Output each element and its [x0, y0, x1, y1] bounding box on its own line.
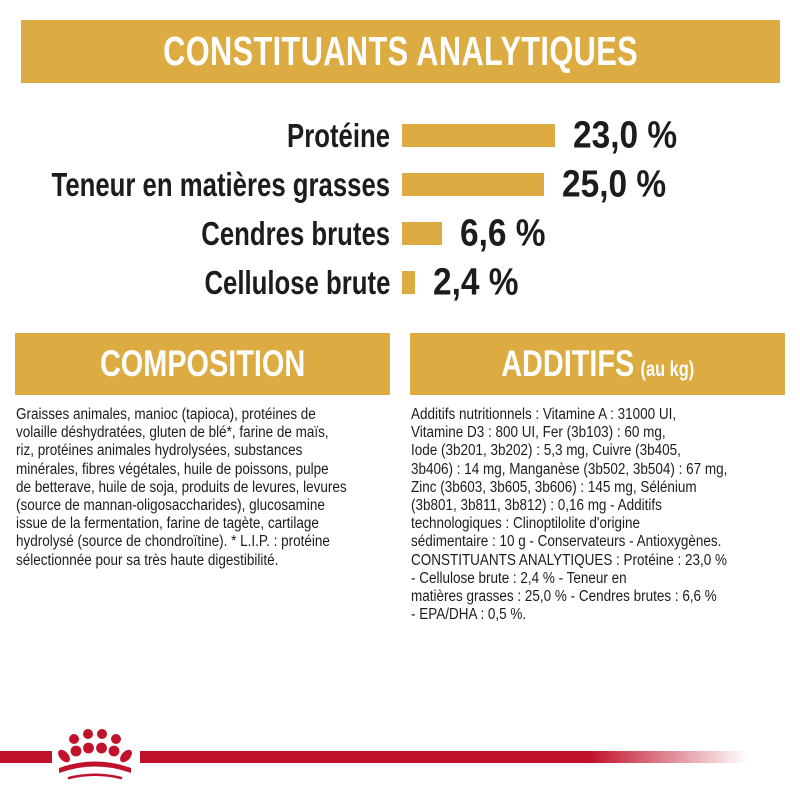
chart-category-label: Cendres brutes — [201, 214, 390, 252]
chart-row: Cendres brutes 6,6 % — [0, 209, 800, 258]
composition-text: Graisses animales, manioc (tapioca), pro… — [16, 406, 391, 570]
composition-title-text: COMPOSITION — [99, 343, 306, 384]
text-line: de betterave, huile de soja, produits de… — [16, 478, 347, 496]
crown-dot — [83, 742, 94, 754]
text-line: sélectionnée pour sa très haute digestib… — [16, 551, 279, 569]
text-line: technologiques : Clinoptilolite d'origin… — [411, 515, 640, 533]
crown-side-oval — [120, 749, 132, 763]
chart-row: Teneur en matières grasses 25,0 % — [0, 160, 800, 209]
text-line: riz, protéines animales hydrolysées, sub… — [16, 442, 303, 460]
additives-title: ADDITIFS (au kg) — [501, 343, 694, 385]
analytical-constituents-chart: Protéine 23,0 % Teneur en matières grasses… — [0, 111, 800, 307]
chart-bar — [402, 173, 544, 196]
text-line: Zinc (3b603, 3b605, 3b606) : 145 mg, Sél… — [411, 478, 697, 496]
text-line: Additifs nutritionnels : Vitamine A : 31… — [411, 406, 677, 423]
crown-dot — [69, 734, 79, 744]
crown-dot — [96, 742, 107, 754]
chart-value-label: 23,0 % — [573, 114, 678, 156]
chart-category-label: Cellulose brute — [204, 263, 390, 301]
composition-banner: COMPOSITION — [15, 333, 390, 395]
analytical-constituents-title: CONSTITUANTS ANALYTIQUES — [163, 28, 638, 74]
additives-text: Additifs nutritionnels : Vitamine A : 31… — [411, 406, 785, 624]
text-line: - EPA/DHA : 0,5 %. — [411, 606, 527, 624]
crown-dot — [111, 734, 121, 744]
text-line: Vitamine D3 : 800 UI, Fer (3b103) : 60 m… — [411, 424, 666, 442]
chart-bar — [402, 222, 442, 245]
crown-dot — [97, 729, 107, 739]
crown-dot — [70, 745, 82, 757]
royal-canin-crown-paw-logo — [58, 729, 132, 780]
footer-red-bar-left — [0, 751, 52, 763]
chart-row: Protéine 23,0 % — [0, 111, 800, 160]
chart-value-label: 25,0 % — [562, 163, 667, 205]
text-line: minérales, fibres végétales, huile de po… — [16, 460, 329, 478]
text-line: matières grasses : 25,0 % - Cendres brut… — [411, 588, 717, 606]
chart-value-label: 2,4 % — [433, 261, 519, 303]
text-line: CONSTITUANTS ANALYTIQUES : Protéine : 23… — [411, 551, 728, 569]
text-line: volaille déshydratées, gluten de blé*, f… — [16, 424, 329, 442]
crown-base-arc — [67, 773, 123, 780]
text-line: (source de mannan-oligosaccharides), glu… — [16, 497, 325, 515]
crown-base-band — [59, 761, 131, 773]
crown-dot — [108, 745, 120, 757]
chart-value-label: 6,6 % — [460, 212, 546, 254]
text-line: Iode (3b201, 3b202) : 5,3 mg, Cuivre (3b… — [411, 442, 681, 460]
footer-red-bar-right-fade — [140, 751, 748, 763]
text-line: 3b406) : 14 mg, Manganèse (3b502, 3b504)… — [411, 460, 728, 478]
crown-dot — [83, 729, 93, 739]
chart-category-label: Teneur en matières grasses — [51, 165, 390, 203]
chart-category-label: Protéine — [287, 116, 390, 154]
text-line: (3b801, 3b811, 3b812) : 0,16 mg - Additi… — [411, 497, 662, 515]
additives-banner: ADDITIFS (au kg) — [410, 333, 785, 395]
analytical-constituents-banner: CONSTITUANTS ANALYTIQUES — [21, 20, 780, 83]
chart-bar — [402, 124, 555, 147]
additives-title-text: ADDITIFS — [500, 343, 635, 384]
text-line: - Cellulose brute : 2,4 % - Teneur en — [411, 569, 627, 587]
text-line: hydrolysé (source de chondroïtine). * L.… — [16, 533, 330, 551]
chart-row: Cellulose brute 2,4 % — [0, 258, 800, 307]
composition-title: COMPOSITION — [100, 343, 305, 385]
chart-bar — [402, 271, 415, 294]
additives-title-suffix: (au kg) — [640, 358, 694, 381]
text-line: Graisses animales, manioc (tapioca), pro… — [16, 406, 316, 423]
crown-side-oval — [58, 749, 70, 763]
text-line: sédimentaire : 10 g - Conservateurs - An… — [411, 533, 722, 551]
text-line: issue de la fermentation, farine de tagè… — [16, 515, 319, 533]
